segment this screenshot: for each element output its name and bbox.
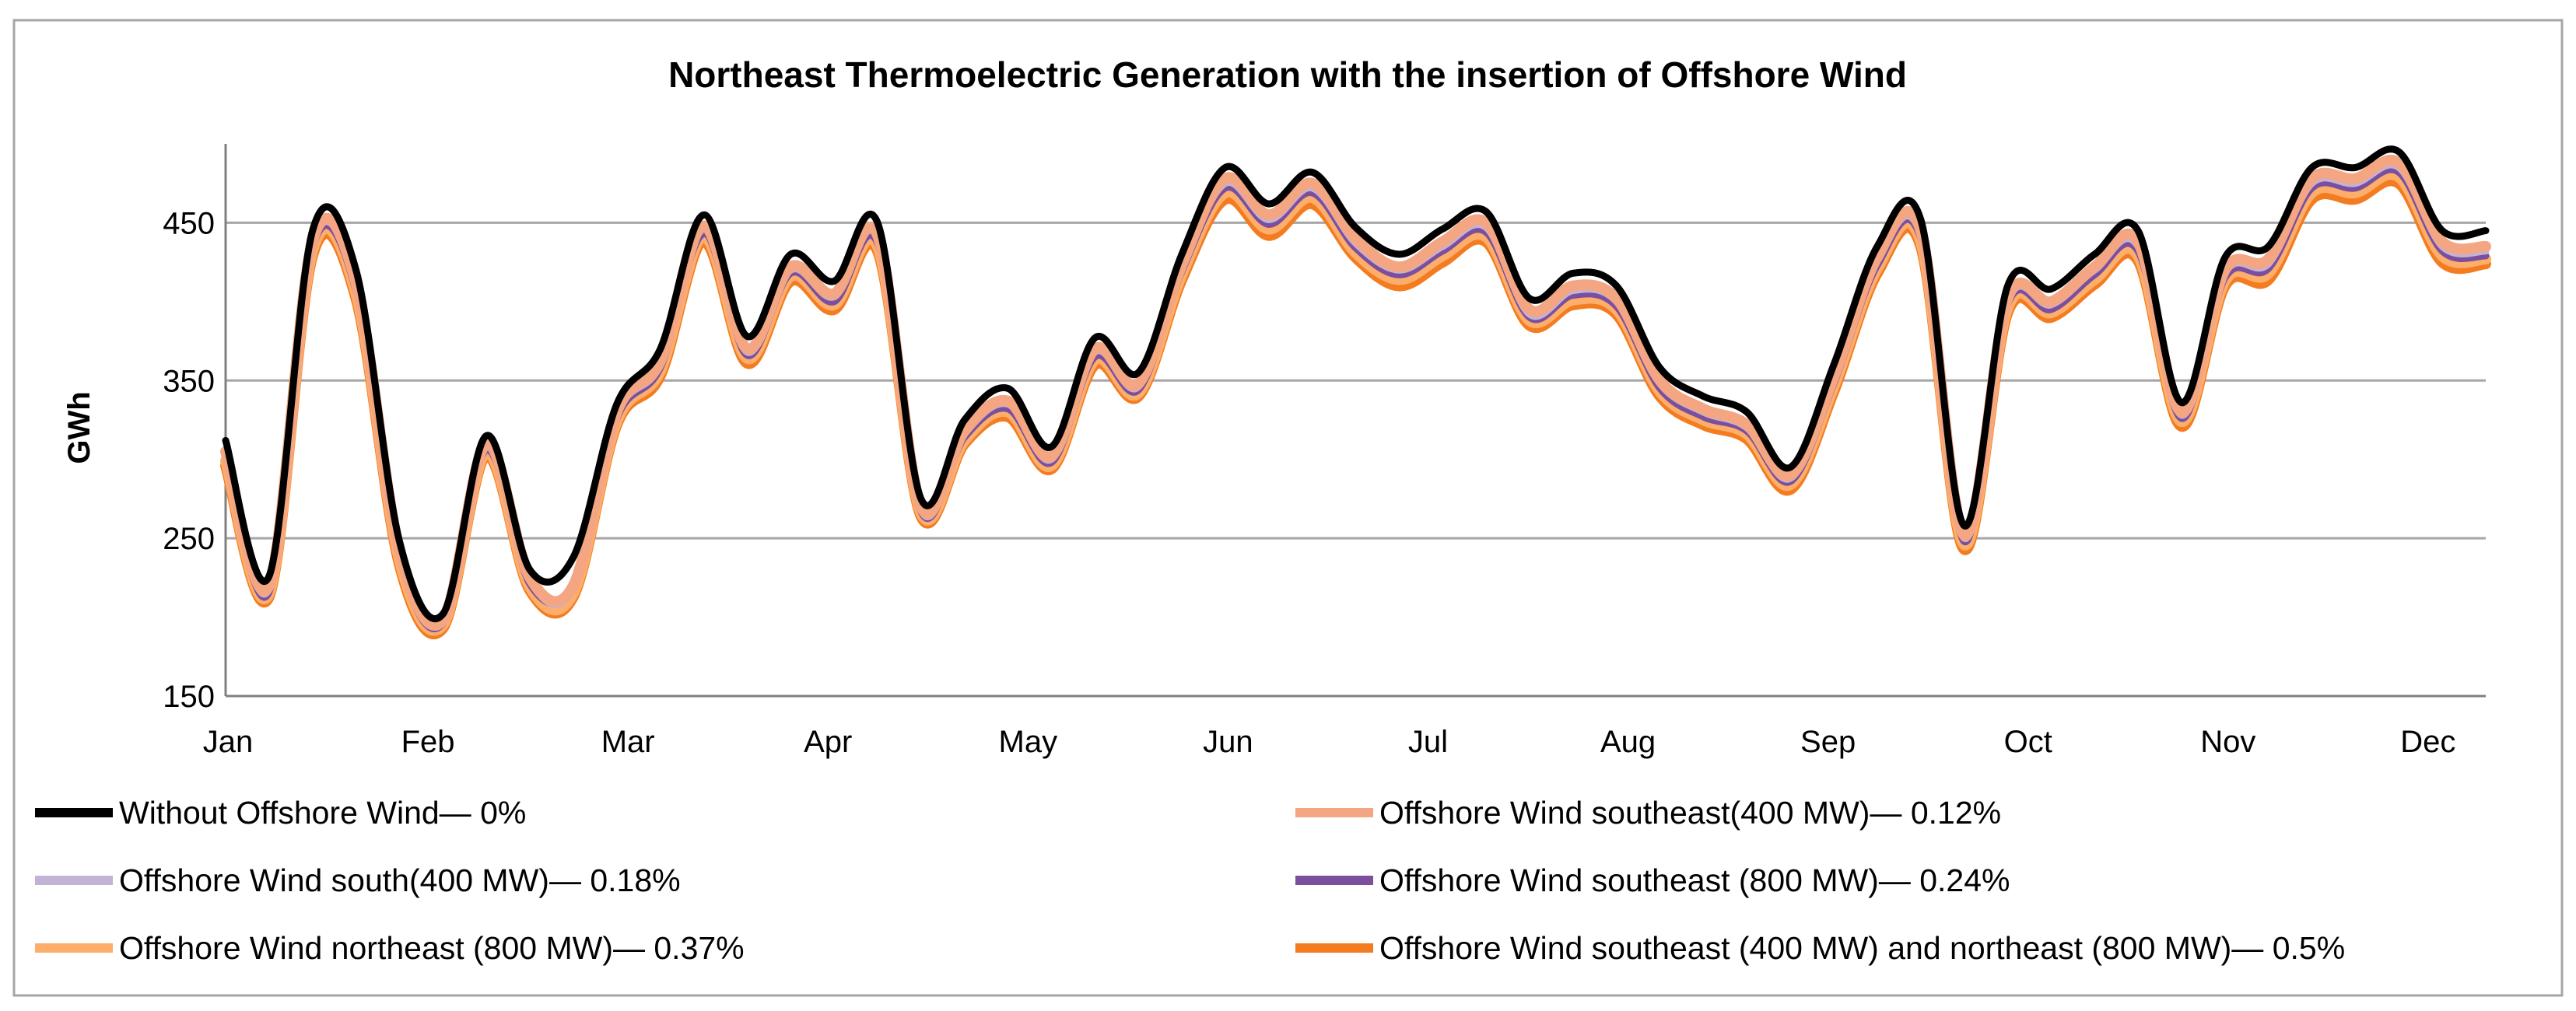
y-axis-title: GWh [62, 391, 96, 464]
x-tick-label-oct: Oct [2004, 725, 2052, 759]
legend-label-4: Offshore Wind northeast (800 MW)— 0.37% [119, 930, 745, 966]
y-tick-label: 450 [163, 206, 215, 240]
legend-label-2: Offshore Wind south(400 MW)— 0.18% [119, 862, 681, 898]
x-tick-label-jul: Jul [1408, 725, 1448, 759]
chart-border [12, 19, 2564, 997]
x-tick-label-feb: Feb [401, 725, 455, 759]
x-tick-label-dec: Dec [2400, 725, 2455, 759]
x-tick-label-aug: Aug [1600, 725, 1656, 759]
x-tick-label-jan: Jan [203, 725, 254, 759]
x-tick-label-jun: Jun [1203, 725, 1253, 759]
y-tick-label: 250 [163, 522, 215, 556]
axes: 150 250 350 450 Jan Feb Mar Apr May Jun Jul Aug Sep O… [62, 144, 2486, 759]
x-tick-label-sep: Sep [1800, 725, 1856, 759]
legend-label-1: Offshore Wind southeast(400 MW)— 0.12% [1379, 795, 2001, 831]
x-tick-label-mar: Mar [601, 725, 655, 759]
x-tick-label-may: May [999, 725, 1058, 759]
legend: Without Offshore Wind— 0% Offshore Wind s… [35, 795, 2345, 966]
chart-title: Northeast Thermoelectric Generation with… [668, 54, 1907, 95]
legend-label-0: Without Offshore Wind— 0% [119, 795, 526, 831]
y-tick-label: 150 [163, 680, 215, 714]
legend-label-3: Offshore Wind southeast (800 MW)— 0.24% [1379, 862, 2010, 898]
legend-label-5: Offshore Wind southeast (400 MW) and nor… [1379, 930, 2345, 966]
x-tick-label-nov: Nov [2200, 725, 2255, 759]
series-lines [220, 145, 2491, 639]
series-line-0 [222, 145, 2490, 622]
y-tick-label: 350 [163, 364, 215, 398]
x-tick-label-apr: Apr [804, 725, 852, 759]
